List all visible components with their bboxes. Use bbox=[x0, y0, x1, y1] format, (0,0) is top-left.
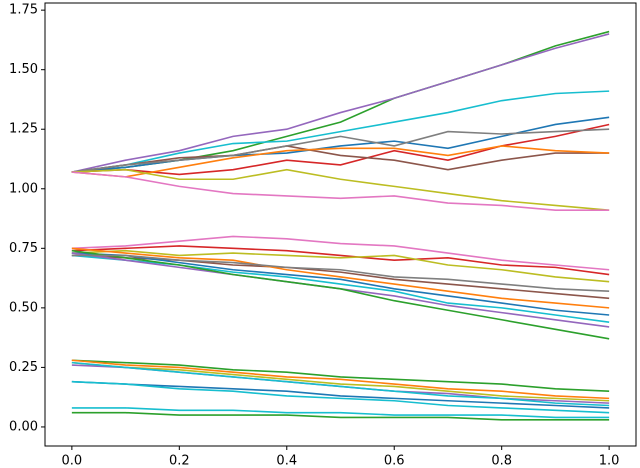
series-line bbox=[71, 407, 610, 419]
x-tick-label: 0.4 bbox=[276, 454, 297, 468]
series-line bbox=[71, 249, 610, 340]
series-line bbox=[71, 380, 610, 414]
series-line bbox=[71, 168, 610, 212]
y-tick-label: 0.50 bbox=[9, 300, 38, 315]
y-tick-label: 1.75 bbox=[9, 3, 38, 18]
y-tick-label: 0.75 bbox=[9, 241, 38, 256]
series-line bbox=[71, 145, 610, 178]
y-tick-label: 1.00 bbox=[9, 181, 38, 196]
axes-frame bbox=[44, 2, 637, 447]
x-tick-label: 0.2 bbox=[169, 454, 190, 468]
series-line bbox=[71, 361, 610, 402]
y-tick-label: 1.25 bbox=[9, 122, 38, 137]
series-line bbox=[71, 411, 610, 421]
x-tick-label: 0.0 bbox=[62, 454, 83, 468]
x-tick-label: 1.0 bbox=[599, 454, 620, 468]
series-line bbox=[71, 171, 610, 212]
series-line bbox=[71, 252, 610, 316]
series-line bbox=[71, 361, 610, 407]
series-line bbox=[71, 249, 610, 283]
series-line bbox=[71, 245, 610, 276]
y-tick-label: 0.25 bbox=[9, 360, 38, 375]
series-line bbox=[71, 235, 610, 271]
series-line bbox=[71, 254, 610, 292]
x-tick-label: 0.8 bbox=[491, 454, 512, 468]
series-line bbox=[71, 145, 610, 173]
series-line bbox=[71, 33, 610, 173]
x-tick-label: 0.6 bbox=[384, 454, 405, 468]
y-tick-label: 1.50 bbox=[9, 62, 38, 77]
series-line bbox=[71, 359, 610, 400]
series-line bbox=[71, 123, 610, 176]
series-line bbox=[71, 247, 610, 309]
plot-area bbox=[45, 3, 636, 446]
series-line bbox=[71, 380, 610, 409]
series-line bbox=[71, 128, 610, 173]
series-line bbox=[71, 90, 610, 173]
y-tick-label: 0.00 bbox=[9, 419, 38, 434]
series-line bbox=[71, 359, 610, 393]
